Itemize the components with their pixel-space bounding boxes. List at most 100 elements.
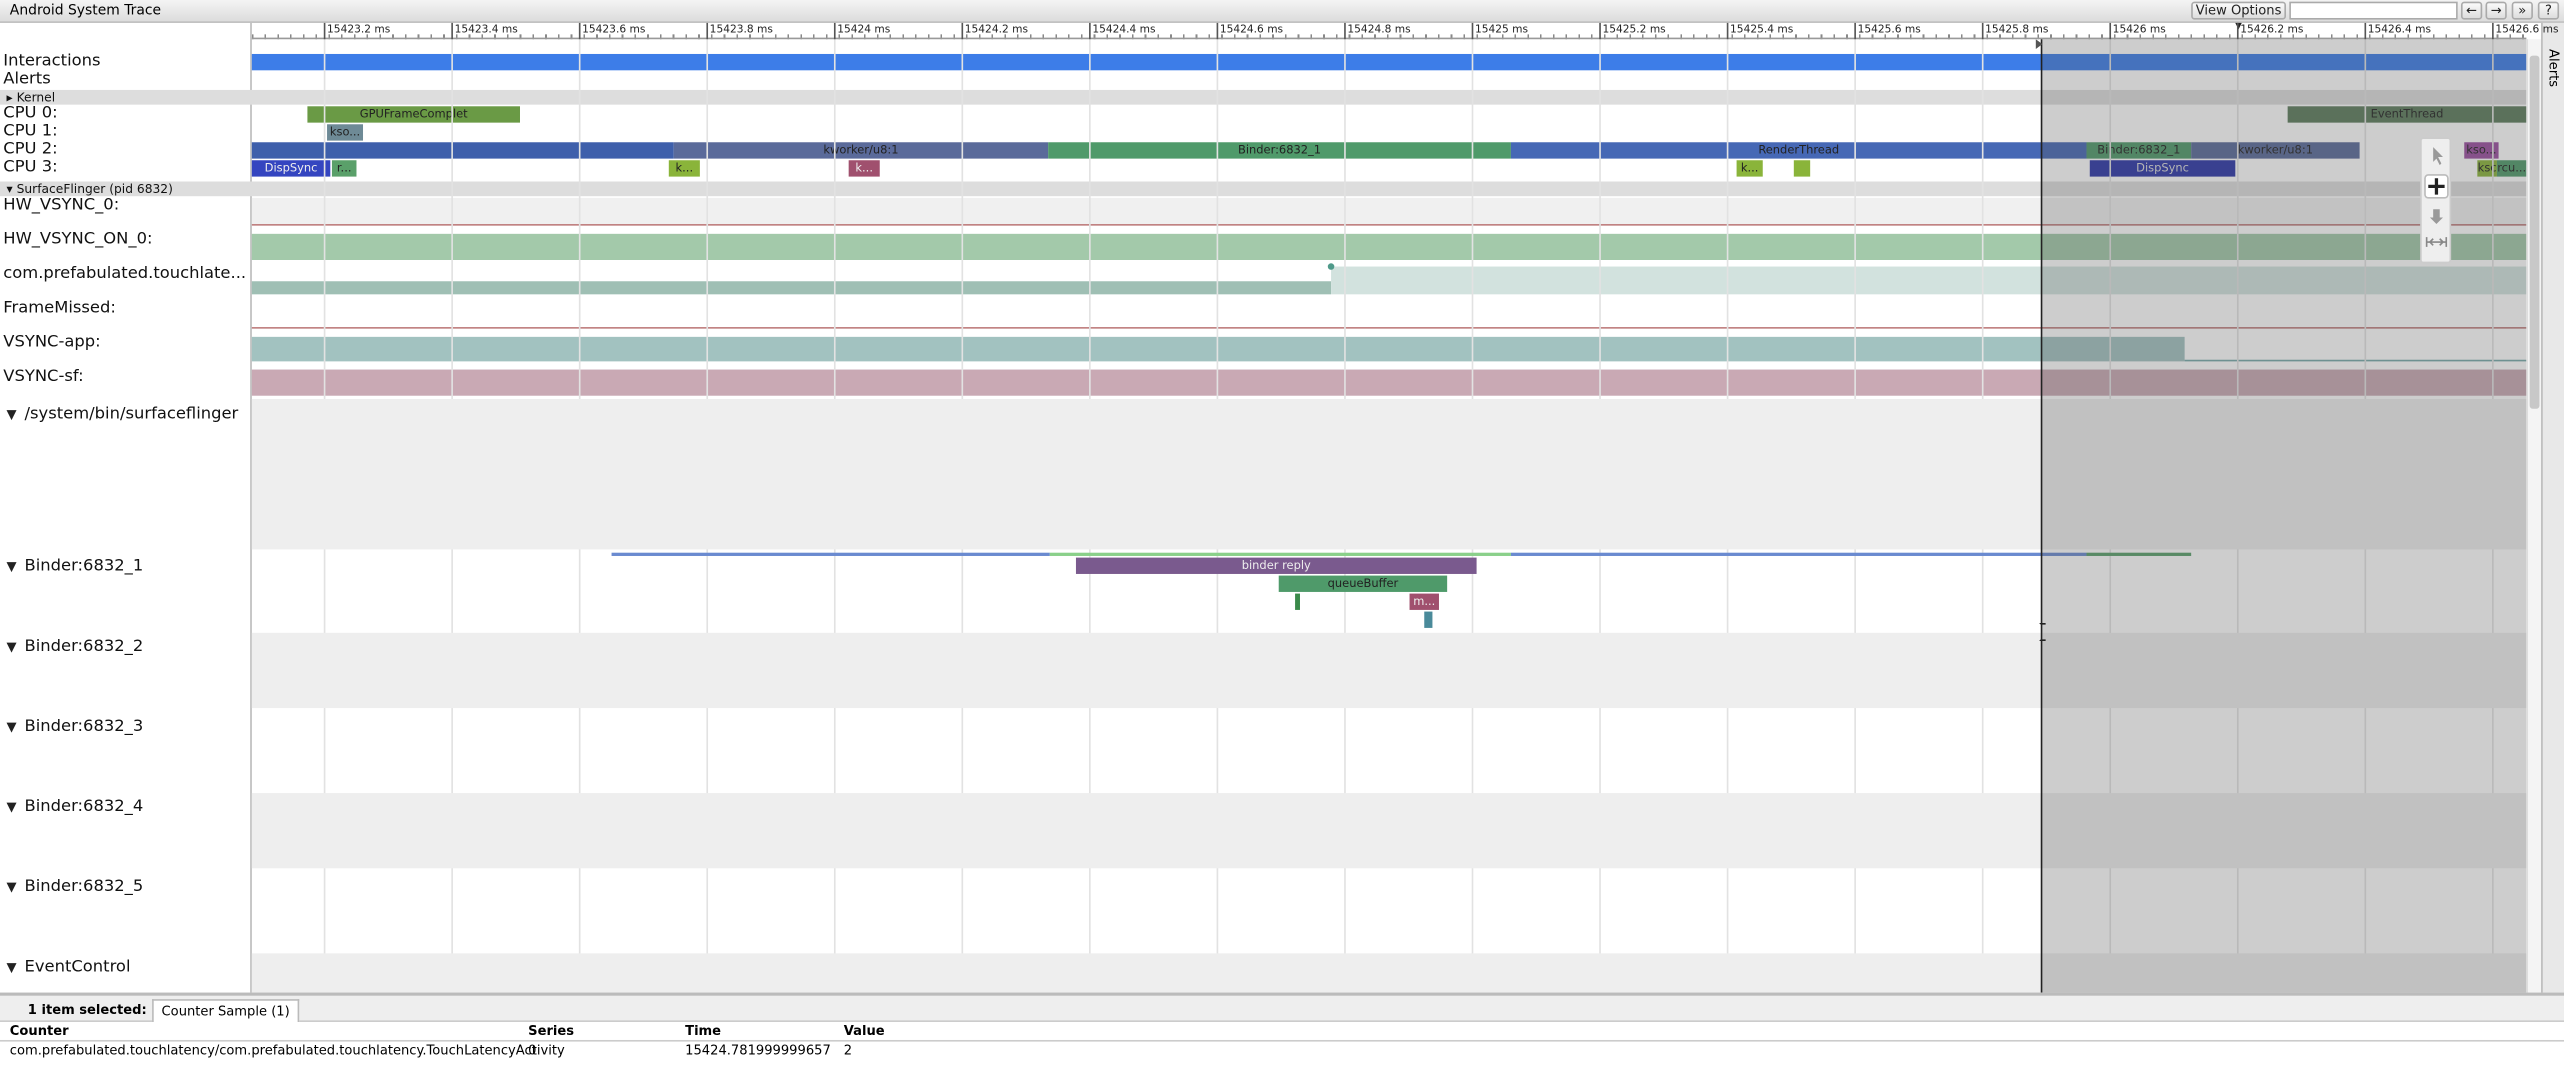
track-label: CPU 3: xyxy=(3,158,58,177)
track-label: Binder:6832_4 xyxy=(24,797,144,816)
time-ruler xyxy=(251,22,2527,40)
selection-summary: 1 item selected: xyxy=(27,1002,147,1018)
ruler-tick xyxy=(961,22,964,40)
ruler-tick xyxy=(1599,22,1601,40)
ruler-tick xyxy=(1726,22,1729,40)
slice[interactable]: k... xyxy=(668,160,700,177)
thread-state xyxy=(1510,552,2087,556)
expander[interactable]: ▼ xyxy=(6,407,17,422)
ruler-tick xyxy=(833,22,836,40)
slice[interactable]: kso... xyxy=(327,124,364,141)
slice[interactable] xyxy=(1295,593,1300,610)
slice[interactable]: RenderThread xyxy=(1510,142,2087,159)
track-label: VSYNC-sf: xyxy=(3,367,84,386)
table-header xyxy=(0,1022,2564,1042)
thread-track xyxy=(251,632,2527,709)
nav-more[interactable]: » xyxy=(2511,1,2533,20)
ruler-label: 15425.6 ms xyxy=(1857,22,1921,36)
ruler-tick xyxy=(578,22,581,40)
slice[interactable]: DispSync xyxy=(2089,160,2236,177)
cursor xyxy=(2039,623,2046,641)
expander[interactable]: ▼ xyxy=(6,559,17,574)
slice[interactable]: DispSync xyxy=(251,160,331,177)
track-label: CPU 0: xyxy=(3,104,58,123)
side-panel xyxy=(2541,22,2564,993)
ruler-tick xyxy=(1089,22,1091,40)
marker xyxy=(2035,39,2043,50)
search-box[interactable] xyxy=(2289,1,2458,20)
slice[interactable]: k... xyxy=(848,160,880,177)
thread-state xyxy=(1049,552,1511,556)
slice[interactable]: k... xyxy=(1736,160,1763,177)
counter-area xyxy=(251,369,2527,396)
column-header: Time xyxy=(685,1023,722,1039)
ruler-tick xyxy=(1471,22,1474,40)
table-cell: 0 xyxy=(528,1043,537,1058)
slice[interactable]: binder reply xyxy=(1075,557,1477,574)
ruler-label: 15425 ms xyxy=(1474,22,1529,36)
slice[interactable]: m... xyxy=(1409,593,1439,610)
expander[interactable]: ▼ xyxy=(6,719,17,735)
selected-sample[interactable] xyxy=(1327,263,1335,270)
tool-panel xyxy=(2420,137,2453,265)
track-label: Binder:6832_3 xyxy=(24,717,144,736)
slice[interactable]: Binder:6832_1 xyxy=(2086,142,2192,159)
expander[interactable]: ▼ xyxy=(6,879,17,895)
ruler-label: 15426.6 ms xyxy=(2495,22,2559,36)
ruler-label: 15425.2 ms xyxy=(1602,22,1666,36)
selection-edge[interactable] xyxy=(2040,39,2043,993)
side-tab[interactable]: Alerts xyxy=(2546,49,2561,88)
ruler-tick xyxy=(1854,22,1856,40)
slice[interactable]: r... xyxy=(331,160,357,177)
slice[interactable]: EventThread xyxy=(2287,106,2527,123)
slice[interactable] xyxy=(251,142,674,159)
counter-area xyxy=(251,233,2527,260)
slice[interactable] xyxy=(1424,611,1433,628)
ruler-label: 15423.8 ms xyxy=(709,22,773,36)
group-header[interactable]: ▾ SurfaceFlinger (pid 6832) xyxy=(0,181,2527,197)
track-label: VSYNC-app: xyxy=(3,333,101,352)
help-button[interactable]: ? xyxy=(2537,1,2560,20)
track-label: Interactions xyxy=(3,52,101,71)
ruler-label: 15424.4 ms xyxy=(1092,22,1156,36)
ruler-label: 15424.6 ms xyxy=(1219,22,1284,36)
slice[interactable]: GPUFrameComplet xyxy=(307,106,520,123)
expander[interactable]: ▼ xyxy=(6,959,17,975)
slice[interactable]: Binder:6832_1 xyxy=(1048,142,1511,159)
nav-prev[interactable]: ← xyxy=(2460,1,2483,20)
expander[interactable]: ▼ xyxy=(6,639,17,655)
ruler-tick xyxy=(2364,22,2367,40)
slice[interactable]: rcu... xyxy=(2496,160,2527,177)
column-header: Series xyxy=(528,1023,575,1039)
ruler-tick xyxy=(1216,22,1219,40)
expander[interactable]: ▼ xyxy=(6,799,17,815)
ruler-label: 15423.4 ms xyxy=(454,22,518,36)
slice[interactable]: kworker/u8:1 xyxy=(2191,142,2360,159)
track-label: Binder:6832_2 xyxy=(24,637,144,656)
scroll-thumb[interactable] xyxy=(2529,55,2540,409)
track-label: EventControl xyxy=(24,958,131,977)
ruler-label: 15423.6 ms xyxy=(582,22,646,36)
slice[interactable]: ksc xyxy=(2477,160,2497,177)
thread-state xyxy=(611,552,1050,556)
details-tab[interactable]: Counter Sample (1) xyxy=(152,999,300,1022)
nav-next[interactable]: → xyxy=(2485,1,2507,20)
view-options-button[interactable]: View Options ▾ xyxy=(2191,1,2287,33)
table-cell: com.prefabulated.touchlatency/com.prefab… xyxy=(9,1043,565,1058)
selection-overlay xyxy=(2042,39,2527,993)
slice[interactable]: kso... xyxy=(2464,142,2499,159)
track-label: FrameMissed: xyxy=(3,299,116,318)
thread-track xyxy=(251,398,2527,550)
ruler-tick xyxy=(2109,22,2112,40)
thread-state xyxy=(2086,552,2192,556)
slice[interactable]: kworker/u8:1 xyxy=(673,142,1049,159)
slice[interactable] xyxy=(1793,160,1811,177)
ruler-label: 15423.2 ms xyxy=(327,22,391,36)
ruler-label: 15426 ms xyxy=(2112,22,2166,36)
group-header[interactable]: ▸ Kernel xyxy=(0,89,2527,105)
slice[interactable]: queueBuffer xyxy=(1278,575,1448,592)
track-label: Binder:6832_5 xyxy=(24,878,144,897)
ruler-tick xyxy=(2492,22,2494,40)
column-header: Value xyxy=(843,1023,885,1039)
tool-icons[interactable] xyxy=(2422,139,2453,265)
